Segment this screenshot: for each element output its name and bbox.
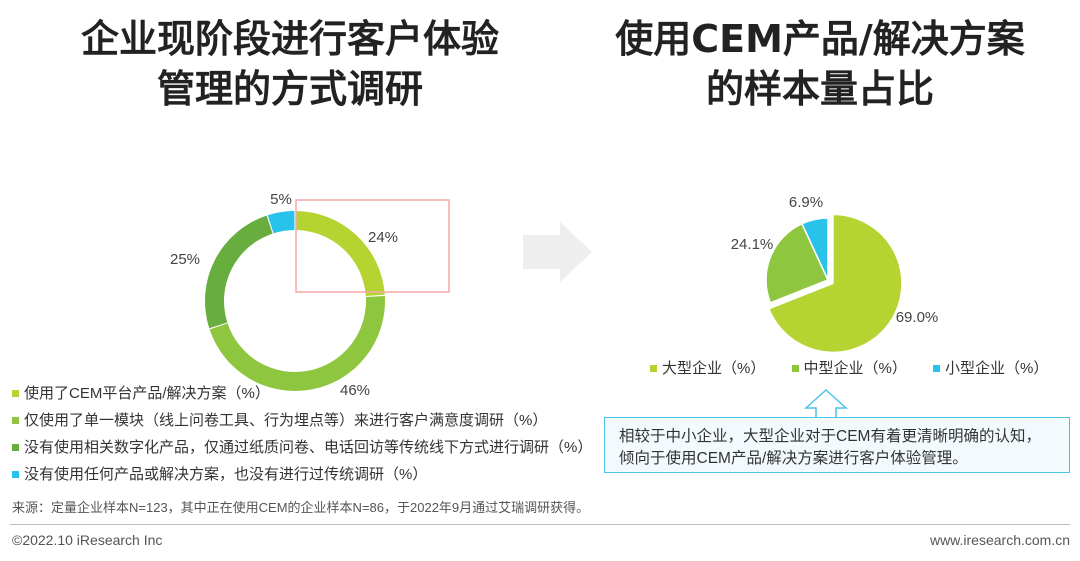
donut-slice-1 [209,295,386,392]
legend-item-medium: 中型企业（%） [791,360,907,377]
legend-swatch [12,443,19,451]
legend-label: 使用了CEM平台产品/解决方案（%） [24,385,270,402]
callout-text: 相较于中小企业，大型企业对于CEM有着更清晰明确的认知，倾向于使用CEM产品/解… [619,428,1041,467]
donut-legend: 使用了CEM平台产品/解决方案（%） 仅使用了单一模块（线上问卷工具、行为埋点等… [12,380,602,488]
left-title-line-1: 企业现阶段进行客户体验 [80,17,499,61]
legend-swatch [791,364,799,372]
legend-label: 大型企业（%） [662,360,766,377]
donut-chart: 24% 46% 25% 5% [170,191,398,399]
pie-legend: 大型企业（%） 中型企业（%） 小型企业（%） [650,358,1070,380]
pie-slice-2 [800,217,829,281]
highlight-box [295,199,450,293]
donut-label-3: 5% [270,191,292,208]
right-title-line-1: 使用CEM产品/解决方案 [615,17,1025,61]
legend-swatch [12,389,19,397]
pie-label-1: 24.1% [731,236,774,253]
copyright: ©2022.10 iResearch Inc [12,532,163,548]
legend-label: 仅使用了单一模块（线上问卷工具、行为埋点等）来进行客户满意度调研（%） [24,412,548,429]
legend-swatch [933,364,941,372]
legend-swatch [12,470,19,478]
legend-label: 没有使用相关数字化产品，仅通过纸质问卷、电话回访等传统线下方式进行调研（%） [24,439,593,456]
pie-label-0: 69.0% [896,309,939,326]
donut-label-0: 24% [368,229,398,246]
pie-label-2: 6.9% [789,194,823,211]
left-title: 企业现阶段进行客户体验 管理的方式调研 [30,14,550,114]
legend-item-none: 没有使用任何产品或解决方案，也没有进行过传统调研（%） [12,461,602,488]
legend-item-single-module: 仅使用了单一模块（线上问卷工具、行为埋点等）来进行客户满意度调研（%） [12,407,602,434]
legend-label: 中型企业（%） [803,360,907,377]
right-arrow-icon [523,222,592,282]
donut-slice-2 [205,215,273,329]
donut-slice-3 [267,211,295,234]
legend-swatch [650,364,657,372]
legend-label: 没有使用任何产品或解决方案，也没有进行过传统调研（%） [24,466,428,483]
pie-slice-1 [765,222,830,304]
donut-label-1: 46% [340,382,370,399]
right-title-line-2: 的样本量占比 [705,67,934,111]
donut-slice-0 [295,211,385,297]
legend-item-small: 小型企业（%） [933,360,1048,377]
left-title-line-2: 管理的方式调研 [156,67,423,111]
footer-divider [10,524,1070,525]
legend-item-large: 大型企业（%） [650,360,765,377]
legend-item-cem-platform: 使用了CEM平台产品/解决方案（%） [12,380,602,407]
source-note: 来源：定量企业样本N=123，其中正在使用CEM的企业样本N=86，于2022年… [12,500,590,515]
legend-item-traditional-offline: 没有使用相关数字化产品，仅通过纸质问卷、电话回访等传统线下方式进行调研（%） [12,434,602,461]
legend-swatch [12,416,19,424]
callout-box: 相较于中小企业，大型企业对于CEM有着更清晰明确的认知，倾向于使用CEM产品/解… [604,417,1070,473]
legend-label: 小型企业（%） [945,360,1049,377]
pie-slice-0 [767,213,903,354]
pie-chart: 69.0% 24.1% 6.9% [731,194,939,354]
donut-label-2: 25% [170,251,200,268]
right-title: 使用CEM产品/解决方案 的样本量占比 [560,14,1080,114]
callout-pointer-icon [804,388,848,419]
website: www.iresearch.com.cn [929,532,1070,548]
